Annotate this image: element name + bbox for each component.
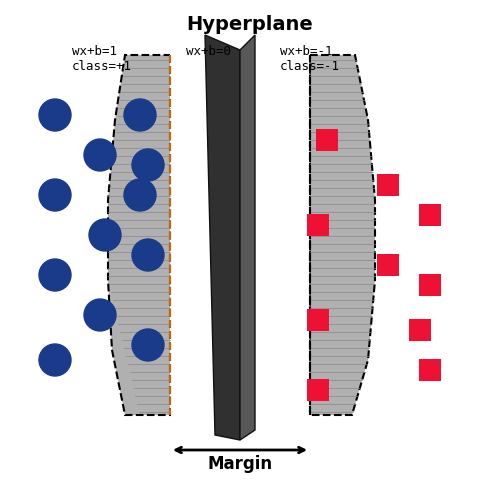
Circle shape [124, 99, 156, 131]
Bar [377, 174, 399, 196]
Text: Hyperplane: Hyperplane [186, 15, 314, 34]
Bar [419, 204, 441, 226]
Text: wx+b=-1: wx+b=-1 [280, 45, 332, 58]
Bar [377, 254, 399, 276]
Circle shape [89, 219, 121, 251]
Polygon shape [108, 55, 170, 415]
Bar [307, 309, 329, 331]
Polygon shape [205, 35, 240, 440]
Circle shape [39, 259, 71, 291]
Text: wx+b=0: wx+b=0 [186, 45, 231, 58]
Circle shape [84, 139, 116, 171]
Circle shape [84, 299, 116, 331]
Text: wx+b=1: wx+b=1 [72, 45, 117, 58]
Circle shape [132, 239, 164, 271]
Bar [419, 274, 441, 296]
Text: class=+1: class=+1 [72, 60, 132, 73]
Bar [307, 214, 329, 236]
Bar [316, 129, 338, 151]
Bar [419, 359, 441, 381]
Text: class=-1: class=-1 [280, 60, 340, 73]
Circle shape [132, 149, 164, 181]
Circle shape [39, 99, 71, 131]
Bar [307, 379, 329, 401]
Polygon shape [310, 55, 375, 415]
Circle shape [132, 329, 164, 361]
Circle shape [39, 344, 71, 376]
Polygon shape [240, 35, 255, 440]
Text: Margin: Margin [208, 455, 272, 473]
Bar [409, 319, 431, 341]
Circle shape [124, 179, 156, 211]
Circle shape [39, 179, 71, 211]
